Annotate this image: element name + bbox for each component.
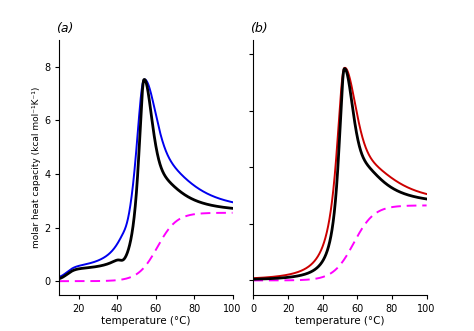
Y-axis label: molar heat capacity (kcal mol⁻¹K⁻¹): molar heat capacity (kcal mol⁻¹K⁻¹) xyxy=(32,86,41,248)
X-axis label: temperature (°C): temperature (°C) xyxy=(295,316,385,326)
Text: (a): (a) xyxy=(56,22,73,35)
Text: (b): (b) xyxy=(250,22,267,35)
X-axis label: temperature (°C): temperature (°C) xyxy=(101,316,191,326)
